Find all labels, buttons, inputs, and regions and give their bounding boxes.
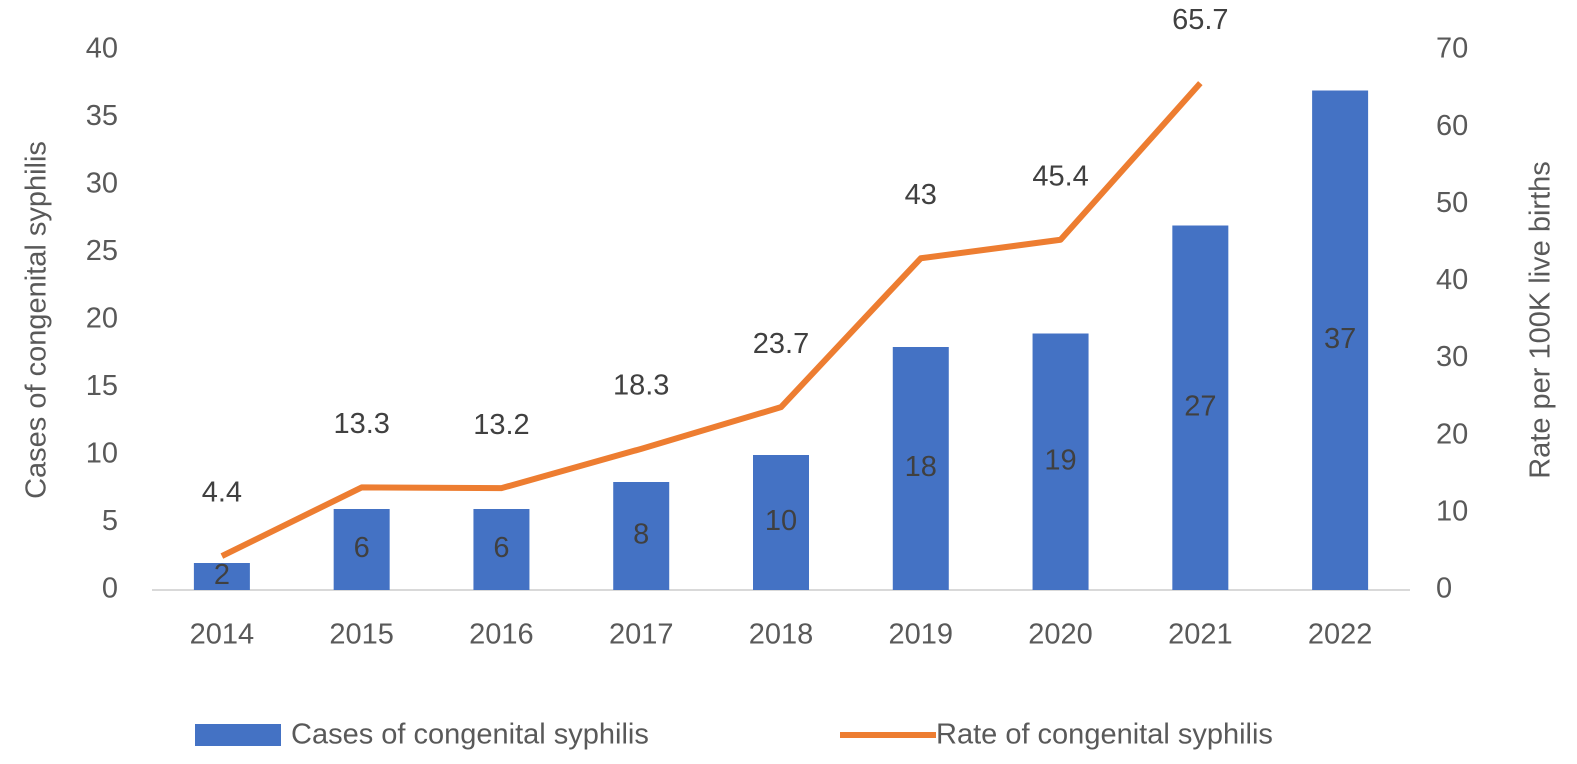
bar xyxy=(1172,225,1229,590)
y2-tick-label: 40 xyxy=(1436,264,1468,296)
x-tick-label: 2020 xyxy=(1028,619,1093,651)
bar xyxy=(333,509,390,590)
y-tick-label: 20 xyxy=(86,303,118,335)
x-tick-label: 2015 xyxy=(329,619,394,651)
bar xyxy=(193,563,250,590)
data-label: 6 xyxy=(354,532,370,564)
data-label: 10 xyxy=(765,505,797,537)
data-label: 37 xyxy=(1324,323,1356,355)
legend-swatch xyxy=(195,724,281,746)
y2-tick-label: 60 xyxy=(1436,110,1468,142)
y-tick-label: 5 xyxy=(102,505,118,537)
data-label: 18.3 xyxy=(613,369,669,401)
data-label: 43 xyxy=(905,179,937,211)
data-label: 23.7 xyxy=(753,328,809,360)
y-tick-label: 30 xyxy=(86,168,118,200)
data-label: 4.4 xyxy=(202,477,242,509)
data-label: 19 xyxy=(1044,444,1076,476)
data-label: 13.3 xyxy=(333,408,389,440)
y-tick-label: 40 xyxy=(86,33,118,65)
y2-tick-label: 30 xyxy=(1436,341,1468,373)
bar xyxy=(473,509,530,590)
y2-tick-label: 10 xyxy=(1436,496,1468,528)
line xyxy=(220,81,1203,559)
y2-tick-label: 20 xyxy=(1436,418,1468,450)
y2-tick-label: 50 xyxy=(1436,187,1468,219)
x-tick-label: 2017 xyxy=(609,619,674,651)
data-label: 6 xyxy=(493,532,509,564)
y-axis-title: Cases of congenital syphilis xyxy=(21,141,53,499)
data-label: 2 xyxy=(214,559,230,591)
data-label: 27 xyxy=(1184,390,1216,422)
data-label: 18 xyxy=(905,451,937,483)
legend-label: Rate of congenital syphilis xyxy=(936,719,1273,751)
legend-label: Cases of congenital syphilis xyxy=(291,719,649,751)
y2-axis-title: Rate per 100K live births xyxy=(1525,161,1557,479)
bar xyxy=(892,347,949,590)
y-tick-label: 10 xyxy=(86,438,118,470)
y-tick-label: 15 xyxy=(86,370,118,402)
x-tick-label: 2018 xyxy=(749,619,814,651)
y-tick-label: 35 xyxy=(86,100,118,132)
data-label: 8 xyxy=(633,519,649,551)
data-label: 13.2 xyxy=(473,409,529,441)
x-tick-label: 2021 xyxy=(1168,619,1233,651)
data-label: 45.4 xyxy=(1032,160,1088,192)
data-label: 65.7 xyxy=(1172,4,1228,36)
bar xyxy=(1032,333,1089,590)
y-tick-label: 0 xyxy=(102,573,118,605)
x-tick-label: 2014 xyxy=(190,619,255,651)
bar xyxy=(753,455,809,590)
x-tick-label: 2019 xyxy=(889,619,954,651)
y2-tick-label: 70 xyxy=(1436,33,1468,65)
y2-tick-label: 0 xyxy=(1436,573,1452,605)
bar xyxy=(1312,90,1369,590)
x-tick-label: 2022 xyxy=(1308,619,1373,651)
x-tick-label: 2016 xyxy=(469,619,534,651)
y-tick-label: 25 xyxy=(86,235,118,267)
bar xyxy=(613,482,670,590)
